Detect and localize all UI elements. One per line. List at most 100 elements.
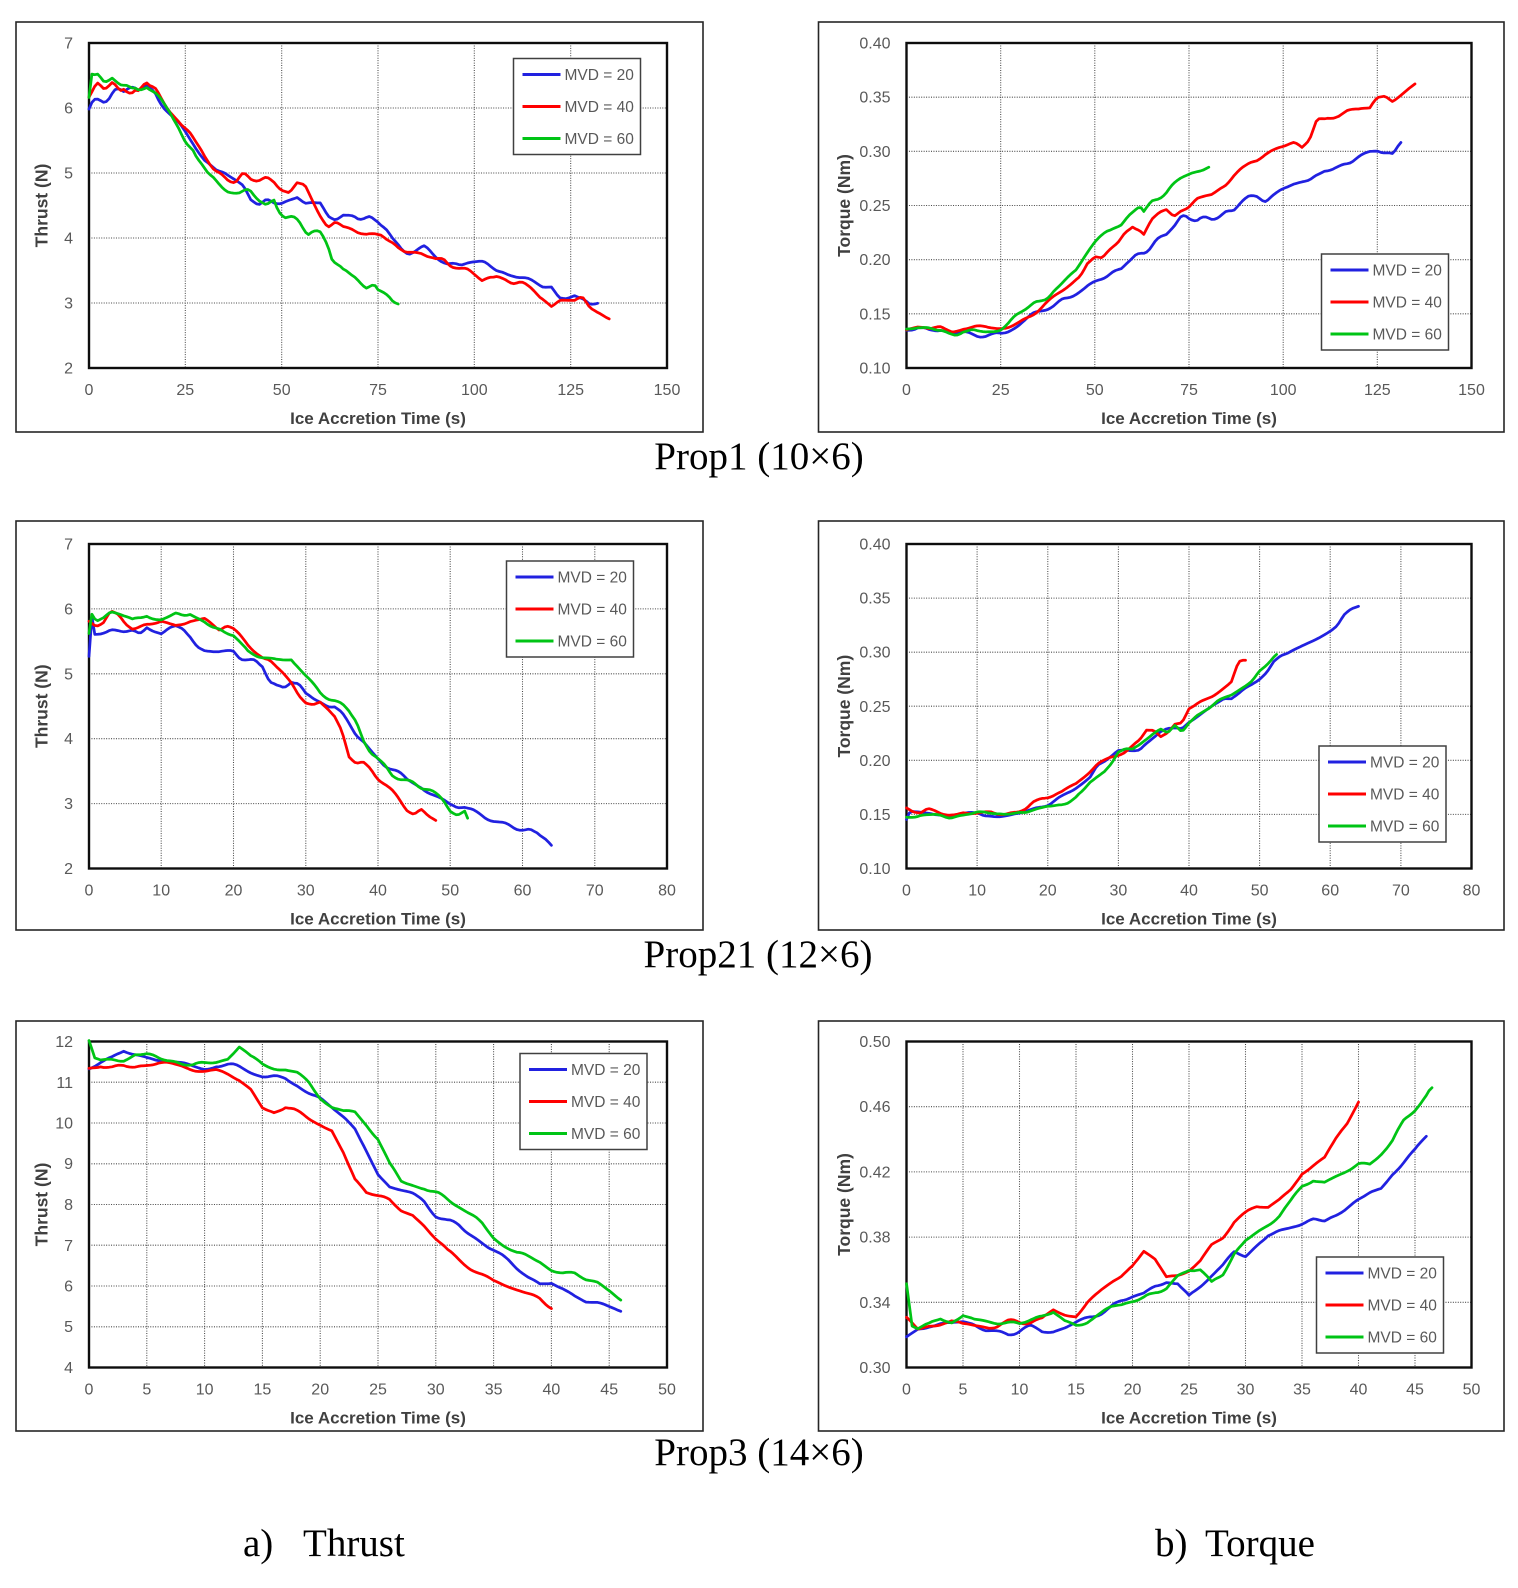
- svg-text:0.40: 0.40: [859, 537, 890, 554]
- svg-text:0: 0: [902, 1382, 911, 1399]
- svg-text:60: 60: [1321, 883, 1339, 900]
- svg-text:Torque (Nm): Torque (Nm): [834, 1153, 854, 1256]
- svg-text:Torque (Nm): Torque (Nm): [834, 154, 854, 257]
- svg-text:0.10: 0.10: [859, 361, 890, 378]
- svg-text:7: 7: [64, 537, 73, 554]
- svg-text:150: 150: [654, 382, 681, 399]
- svg-text:30: 30: [1237, 1382, 1255, 1399]
- svg-text:6: 6: [64, 601, 73, 618]
- svg-text:0.25: 0.25: [859, 198, 890, 215]
- svg-text:0.30: 0.30: [859, 144, 890, 161]
- svg-text:4: 4: [64, 1360, 73, 1377]
- svg-text:b): b): [1155, 1522, 1188, 1565]
- svg-text:60: 60: [514, 883, 532, 900]
- svg-text:MVD = 60: MVD = 60: [565, 131, 635, 148]
- svg-text:MVD = 60: MVD = 60: [558, 634, 628, 651]
- svg-text:12: 12: [55, 1034, 73, 1051]
- svg-text:4: 4: [64, 731, 73, 748]
- svg-text:0.15: 0.15: [859, 306, 890, 323]
- svg-text:Torque (Nm): Torque (Nm): [834, 655, 854, 758]
- svg-text:10: 10: [196, 1382, 214, 1399]
- svg-text:0: 0: [902, 382, 911, 399]
- svg-text:5: 5: [64, 166, 73, 183]
- svg-text:0.42: 0.42: [859, 1164, 890, 1181]
- svg-text:45: 45: [600, 1382, 618, 1399]
- svg-text:50: 50: [441, 883, 459, 900]
- svg-text:MVD = 40: MVD = 40: [565, 99, 635, 116]
- svg-text:Thrust (N): Thrust (N): [32, 664, 52, 748]
- svg-text:8: 8: [64, 1197, 73, 1214]
- svg-text:0.30: 0.30: [859, 1360, 890, 1377]
- svg-text:0.15: 0.15: [859, 807, 890, 824]
- svg-text:Ice Accretion Time (s): Ice Accretion Time (s): [290, 910, 466, 929]
- svg-text:25: 25: [369, 1382, 387, 1399]
- svg-text:7: 7: [64, 1238, 73, 1255]
- svg-text:40: 40: [369, 883, 387, 900]
- svg-text:20: 20: [225, 883, 243, 900]
- svg-text:40: 40: [1180, 883, 1198, 900]
- svg-text:Prop3 (14×6): Prop3 (14×6): [654, 1431, 863, 1474]
- svg-text:0.40: 0.40: [859, 36, 890, 53]
- svg-text:Ice Accretion Time (s): Ice Accretion Time (s): [1101, 910, 1277, 929]
- svg-text:6: 6: [64, 101, 73, 118]
- svg-text:MVD = 60: MVD = 60: [1368, 1330, 1438, 1347]
- svg-text:25: 25: [176, 382, 194, 399]
- svg-text:100: 100: [1270, 382, 1297, 399]
- svg-text:70: 70: [586, 883, 604, 900]
- svg-text:20: 20: [1039, 883, 1057, 900]
- svg-text:75: 75: [1180, 382, 1198, 399]
- svg-text:Thrust (N): Thrust (N): [32, 164, 52, 248]
- svg-text:2: 2: [64, 361, 73, 378]
- svg-text:5: 5: [64, 1319, 73, 1336]
- svg-text:20: 20: [311, 1382, 329, 1399]
- svg-text:MVD = 20: MVD = 20: [565, 67, 635, 84]
- svg-text:25: 25: [1180, 1382, 1198, 1399]
- svg-text:MVD = 60: MVD = 60: [1373, 327, 1443, 344]
- svg-text:80: 80: [1463, 883, 1481, 900]
- svg-text:MVD = 40: MVD = 40: [558, 602, 628, 619]
- svg-text:0.50: 0.50: [859, 1034, 890, 1051]
- svg-text:50: 50: [1251, 883, 1269, 900]
- svg-text:35: 35: [485, 1382, 503, 1399]
- svg-text:50: 50: [273, 382, 291, 399]
- svg-text:0.20: 0.20: [859, 753, 890, 770]
- svg-text:3: 3: [64, 296, 73, 313]
- svg-text:125: 125: [557, 382, 584, 399]
- svg-text:5: 5: [142, 1382, 151, 1399]
- svg-text:40: 40: [1350, 1382, 1368, 1399]
- svg-text:0: 0: [85, 1382, 94, 1399]
- svg-text:0.35: 0.35: [859, 90, 890, 107]
- svg-text:80: 80: [658, 883, 676, 900]
- svg-text:Prop1 (10×6): Prop1 (10×6): [654, 435, 863, 478]
- svg-text:125: 125: [1364, 382, 1391, 399]
- svg-text:2: 2: [64, 861, 73, 878]
- svg-text:30: 30: [427, 1382, 445, 1399]
- svg-text:MVD = 20: MVD = 20: [1373, 263, 1443, 280]
- svg-text:30: 30: [1110, 883, 1128, 900]
- svg-text:Ice Accretion Time (s): Ice Accretion Time (s): [1101, 409, 1277, 428]
- svg-text:10: 10: [55, 1116, 73, 1133]
- svg-text:5: 5: [64, 666, 73, 683]
- svg-text:35: 35: [1293, 1382, 1311, 1399]
- svg-text:0: 0: [902, 883, 911, 900]
- svg-text:15: 15: [1067, 1382, 1085, 1399]
- svg-text:100: 100: [461, 382, 488, 399]
- svg-text:0.34: 0.34: [859, 1295, 890, 1312]
- svg-text:10: 10: [152, 883, 170, 900]
- svg-text:4: 4: [64, 231, 73, 248]
- svg-text:11: 11: [56, 1075, 73, 1092]
- svg-text:Prop21 (12×6): Prop21 (12×6): [644, 933, 873, 976]
- svg-text:10: 10: [1011, 1382, 1029, 1399]
- svg-text:0.38: 0.38: [859, 1230, 890, 1247]
- svg-text:MVD = 40: MVD = 40: [1370, 787, 1440, 804]
- svg-text:50: 50: [1463, 1382, 1481, 1399]
- svg-text:Thrust (N): Thrust (N): [32, 1163, 52, 1247]
- svg-text:MVD = 60: MVD = 60: [571, 1126, 641, 1143]
- svg-text:50: 50: [1086, 382, 1104, 399]
- svg-text:Ice Accretion Time (s): Ice Accretion Time (s): [290, 409, 466, 428]
- svg-text:MVD = 40: MVD = 40: [1373, 295, 1443, 312]
- svg-text:MVD = 20: MVD = 20: [571, 1062, 641, 1079]
- svg-text:70: 70: [1392, 883, 1410, 900]
- svg-text:0: 0: [85, 382, 94, 399]
- svg-text:6: 6: [64, 1279, 73, 1296]
